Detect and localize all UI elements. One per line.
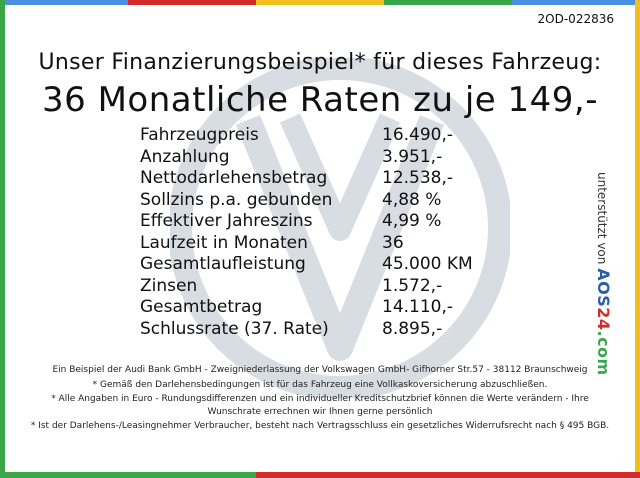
frame-top-border <box>0 0 640 5</box>
sponsor-sidebar: unterstützt von AOS24.com <box>594 172 626 376</box>
detail-row: Effektiver Jahreszins 4,99 % <box>140 211 502 233</box>
detail-value: 4,99 % <box>382 211 442 231</box>
aos24-logo: AOS24.com <box>594 268 613 376</box>
detail-row: Anzahlung 3.951,- <box>140 147 502 169</box>
supported-by-text: unterstützt von <box>595 172 609 265</box>
detail-value: 14.110,- <box>382 297 454 317</box>
financing-details-table: Fahrzeugpreis 16.490,- Anzahlung 3.951,- N… <box>140 125 502 340</box>
detail-value: 1.572,- <box>382 275 443 296</box>
financing-headline: Unser Finanzierungsbeispiel* für dieses … <box>38 50 602 75</box>
detail-label: Laufzeit in Monaten <box>140 232 308 253</box>
detail-label: Nettodarlehensbetrag <box>140 168 328 188</box>
detail-label: Sollzins p.a. gebunden <box>140 189 333 210</box>
detail-row: Gesamtlaufleistung 45.000 KM <box>140 254 502 276</box>
detail-label: Gesamtlaufleistung <box>140 254 306 274</box>
detail-value: 45.000 KM <box>382 254 473 274</box>
detail-row: Nettodarlehensbetrag 12.538,- <box>140 168 502 190</box>
detail-row: Sollzins p.a. gebunden 4,88 % <box>140 190 502 212</box>
vw-logo-watermark-icon <box>170 58 510 398</box>
detail-value: 16.490,- <box>382 125 454 145</box>
fineprint-line: Ein Beispiel der Audi Bank GmbH - Zweign… <box>52 365 588 375</box>
detail-row: Zinsen 1.572,- <box>140 276 502 298</box>
detail-label: Anzahlung <box>140 146 230 167</box>
fineprint-line: * Alle Angaben in Euro - Rundungsdiffere… <box>51 394 589 417</box>
detail-row: Fahrzeugpreis 16.490,- <box>140 125 502 147</box>
detail-label: Schlussrate (37. Rate) <box>140 318 329 339</box>
detail-label: Fahrzeugpreis <box>140 125 259 145</box>
legal-fineprint: Ein Beispiel der Audi Bank GmbH - Zweign… <box>30 364 610 435</box>
detail-value: 36 <box>382 232 404 253</box>
detail-value: 3.951,- <box>382 146 443 167</box>
frame-bottom-border <box>0 472 640 478</box>
fineprint-line: * Ist der Darlehens-/Leasingnehmer Verbr… <box>30 421 610 431</box>
detail-row: Laufzeit in Monaten 36 <box>140 233 502 255</box>
detail-label: Gesamtbetrag <box>140 297 263 317</box>
frame-right-border <box>635 0 640 478</box>
frame-left-border <box>0 0 5 478</box>
detail-row: Gesamtbetrag 14.110,- <box>140 297 502 319</box>
detail-value: 12.538,- <box>382 168 454 188</box>
fineprint-line: * Gemäß den Darlehensbedingungen ist für… <box>92 379 548 390</box>
detail-label: Effektiver Jahreszins <box>140 211 313 231</box>
detail-value: 8.895,- <box>382 318 443 339</box>
detail-value: 4,88 % <box>382 189 442 210</box>
detail-label: Zinsen <box>140 275 198 296</box>
detail-row: Schlussrate (37. Rate) 8.895,- <box>140 319 502 341</box>
reference-number: 2OD-022836 <box>537 12 614 26</box>
monthly-rate-headline: 36 Monatliche Raten zu je 149,- <box>42 80 598 120</box>
